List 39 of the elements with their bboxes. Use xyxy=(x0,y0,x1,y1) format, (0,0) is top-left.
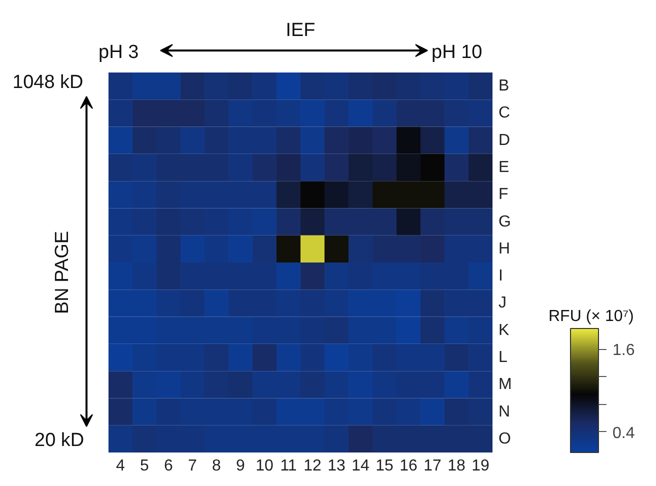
text: pH 10 xyxy=(432,42,482,63)
y-tick-label: G xyxy=(498,213,511,230)
text: 20 kD xyxy=(34,430,84,451)
x-tick-label: 16 xyxy=(400,458,418,474)
x-tick-label: 15 xyxy=(376,458,394,474)
y-tick-label: O xyxy=(498,430,511,448)
x-tick-label: 17 xyxy=(424,458,442,474)
y-tick-label: J xyxy=(498,294,506,312)
x-tick-label: 7 xyxy=(188,458,198,474)
color-bar-title: RFU (× 10⁷) xyxy=(548,308,634,325)
text: IEF xyxy=(286,20,316,41)
y-tick-label: E xyxy=(498,159,510,176)
text: 1048 kD xyxy=(12,72,84,93)
y-tick-label: C xyxy=(498,104,510,122)
x-tick-label: 18 xyxy=(448,458,466,474)
y-tick-label: K xyxy=(498,322,510,339)
y-tick-label: F xyxy=(498,186,508,204)
x-tick-label: 13 xyxy=(328,458,346,474)
x-tick-label: 4 xyxy=(116,458,126,474)
x-tick-label: 6 xyxy=(164,458,174,474)
x-tick-label: 5 xyxy=(140,458,150,474)
x-tick-label: 14 xyxy=(352,458,370,474)
text: pH 3 xyxy=(98,42,139,63)
y-tick-label: D xyxy=(498,132,510,149)
y-tick-label: B xyxy=(498,78,510,95)
text: BN PAGE xyxy=(52,230,73,314)
x-tick-label: 11 xyxy=(280,458,297,474)
color-bar-label: 0.4 xyxy=(612,424,635,442)
y-tick-label: M xyxy=(498,376,512,394)
x-tick-label: 19 xyxy=(472,458,490,474)
color-bar-label: 1.6 xyxy=(612,342,635,360)
y-tick-label: I xyxy=(498,268,503,285)
x-tick-label: 12 xyxy=(304,458,322,474)
x-tick-label: 10 xyxy=(256,458,274,474)
x-tick-label: 9 xyxy=(236,458,246,474)
y-tick-label: N xyxy=(498,403,510,420)
y-tick-label: L xyxy=(498,349,508,366)
x-tick-label: 8 xyxy=(212,458,222,474)
y-tick-label: H xyxy=(498,240,510,258)
